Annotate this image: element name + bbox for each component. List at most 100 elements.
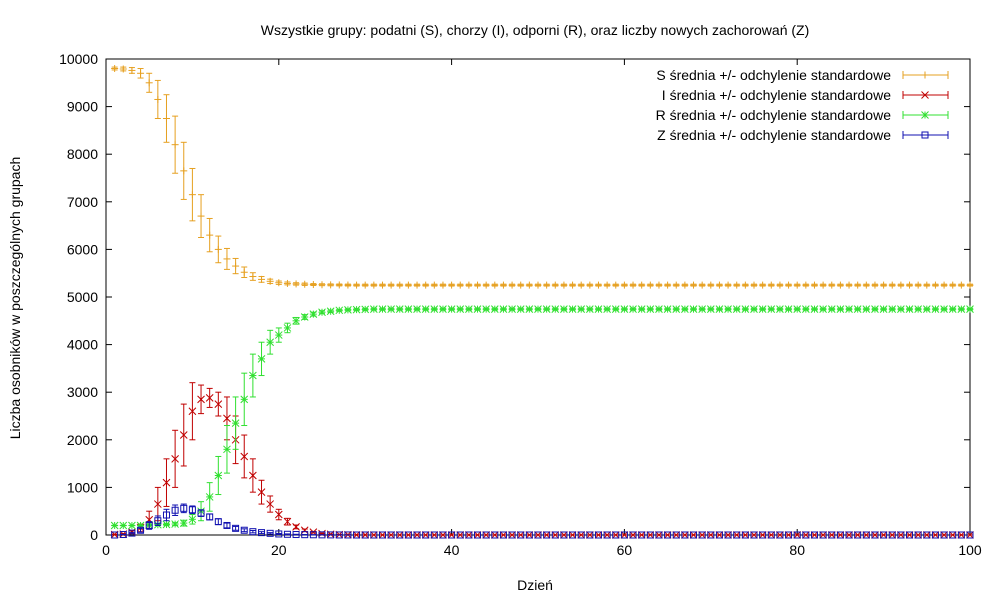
data-point — [827, 305, 836, 313]
data-point — [387, 305, 395, 313]
data-point — [465, 305, 473, 313]
data-point — [137, 526, 145, 534]
data-point — [206, 513, 214, 521]
data-point — [897, 305, 905, 313]
data-point — [707, 531, 715, 539]
data-point — [153, 500, 162, 508]
x-tick-label: 60 — [617, 542, 633, 558]
data-point — [871, 305, 879, 313]
error-bar — [172, 504, 179, 516]
data-point — [585, 305, 594, 313]
data-point — [421, 531, 430, 539]
data-point — [741, 305, 750, 313]
data-point — [137, 69, 145, 77]
data-point — [940, 531, 948, 539]
data-point — [586, 531, 594, 539]
data-point — [888, 281, 896, 289]
data-point — [655, 531, 663, 539]
data-point — [810, 305, 819, 313]
data-point — [776, 531, 784, 539]
data-point — [810, 281, 818, 289]
data-point — [447, 305, 456, 313]
data-point — [154, 95, 162, 103]
data-point — [162, 520, 171, 529]
legend-marker — [921, 131, 929, 139]
data-point — [180, 504, 188, 512]
data-point — [361, 531, 369, 539]
data-point — [188, 191, 196, 199]
data-point — [353, 531, 361, 539]
data-point — [266, 529, 274, 537]
data-point — [707, 281, 715, 289]
data-point — [525, 531, 533, 539]
data-point — [214, 471, 223, 480]
data-point — [301, 280, 309, 288]
data-point — [637, 305, 646, 313]
data-point — [404, 305, 413, 313]
series-0 — [111, 65, 974, 289]
data-point — [629, 305, 637, 313]
data-point — [784, 531, 793, 539]
data-point — [845, 305, 853, 313]
data-point — [612, 281, 620, 289]
data-point — [335, 531, 343, 539]
data-point — [871, 531, 879, 539]
data-point — [214, 400, 223, 408]
error-bar — [223, 522, 230, 529]
data-point — [741, 281, 749, 289]
data-point — [300, 526, 309, 535]
data-point — [119, 521, 128, 530]
data-point — [733, 281, 741, 289]
data-point — [888, 531, 896, 539]
data-point — [845, 531, 853, 539]
data-point — [430, 531, 439, 539]
data-point — [879, 305, 888, 313]
data-point — [534, 531, 542, 539]
data-point — [594, 281, 602, 289]
data-point — [188, 407, 197, 416]
data-point — [292, 531, 300, 539]
data-point — [862, 531, 871, 539]
data-point — [111, 65, 119, 73]
data-point — [422, 281, 430, 289]
data-point — [499, 305, 508, 313]
data-point — [490, 305, 499, 313]
data-point — [551, 281, 559, 289]
data-point — [784, 305, 793, 313]
data-point — [353, 281, 361, 289]
data-point — [413, 281, 421, 289]
data-point — [361, 305, 370, 314]
data-point — [551, 531, 559, 539]
data-point — [370, 531, 378, 539]
data-point — [344, 305, 352, 314]
data-point — [309, 310, 318, 318]
data-point — [543, 531, 551, 539]
data-point — [810, 531, 819, 539]
data-point — [378, 531, 386, 539]
data-point — [940, 281, 948, 289]
data-point — [214, 518, 222, 526]
data-point — [922, 531, 931, 539]
data-point — [828, 531, 836, 539]
data-point — [223, 521, 231, 529]
data-point — [750, 531, 758, 539]
error-bar — [232, 525, 239, 531]
data-point — [940, 305, 948, 313]
data-point — [914, 281, 922, 289]
data-point — [508, 305, 516, 313]
x-tick-label: 20 — [271, 542, 287, 558]
data-point — [897, 531, 905, 539]
data-point — [491, 281, 499, 289]
data-point — [335, 306, 344, 315]
data-point — [828, 281, 836, 289]
data-point — [646, 305, 655, 313]
error-bar — [249, 529, 256, 534]
data-point — [352, 305, 361, 314]
data-point — [154, 517, 162, 525]
data-point — [171, 141, 179, 149]
data-point — [300, 313, 309, 321]
data-point — [681, 305, 689, 313]
data-point — [724, 531, 732, 539]
data-point — [672, 305, 681, 313]
